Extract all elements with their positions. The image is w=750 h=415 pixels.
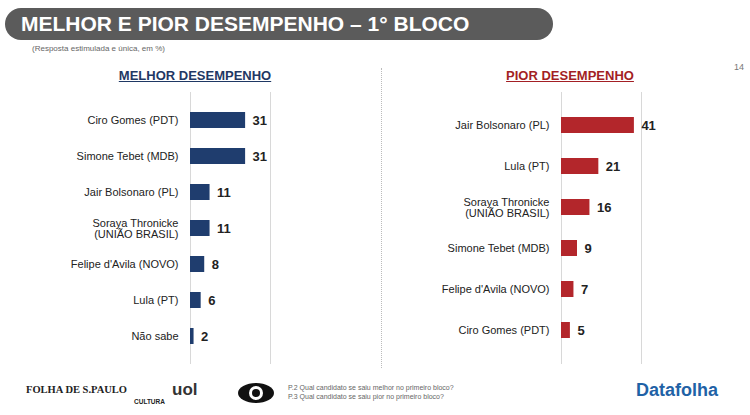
html-text:MELHOR E PIOR DESEMPENHO – 1°: MELHOR E PIOR DESEMPENHO – 1° BLOCO bbox=[21, 12, 470, 35]
svg-text:Simone Tebet (MDB): Simone Tebet (MDB) bbox=[448, 242, 550, 254]
svg-text:7: 7 bbox=[581, 282, 588, 297]
svg-text:9: 9 bbox=[585, 241, 592, 256]
html-text:CULTURA: CULTURA bbox=[134, 398, 165, 405]
svg-text:31: 31 bbox=[253, 149, 267, 164]
svg-text:16: 16 bbox=[597, 200, 611, 215]
html-text:14: 14 bbox=[734, 62, 744, 72]
svg-text:31: 31 bbox=[253, 113, 267, 128]
html-text:P.2 Qual candidato se saiu mel: P.2 Qual candidato se saiu melhor no pri… bbox=[288, 384, 454, 391]
svg-text:2: 2 bbox=[201, 329, 208, 344]
html-text:PIOR DESEMPENHO: PIOR DESEMPENHO bbox=[506, 68, 634, 83]
svg-text:Jair Bolsonaro (PL): Jair Bolsonaro (PL) bbox=[84, 186, 178, 198]
svg-text:11: 11 bbox=[217, 221, 231, 236]
svg-text:41: 41 bbox=[641, 118, 655, 133]
svg-text:Felipe d'Avila (NOVO): Felipe d'Avila (NOVO) bbox=[71, 258, 179, 270]
svg-text:Simone Tebet (MDB): Simone Tebet (MDB) bbox=[77, 150, 179, 162]
svg-text:Jair Bolsonaro (PL): Jair Bolsonaro (PL) bbox=[455, 119, 549, 131]
svg-text:Soraya Thronicke(UNIÃO BRASIL): Soraya Thronicke(UNIÃO BRASIL) bbox=[463, 196, 549, 219]
svg-text:6: 6 bbox=[208, 293, 215, 308]
svg-text:8: 8 bbox=[212, 257, 219, 272]
svg-text:Felipe d'Avila (NOVO): Felipe d'Avila (NOVO) bbox=[442, 283, 550, 295]
svg-text:Lula (PT): Lula (PT) bbox=[133, 294, 178, 306]
html-text:FOLHA DE S.PAULO: FOLHA DE S.PAULO bbox=[26, 384, 127, 395]
html-text:P.3 Qual candidato se saiu pio: P.3 Qual candidato se saiu pior no prime… bbox=[288, 393, 444, 400]
svg-text:Lula (PT): Lula (PT) bbox=[504, 160, 549, 172]
svg-text:Ciro Gomes (PDT): Ciro Gomes (PDT) bbox=[458, 324, 549, 336]
html-text:Datafolha: Datafolha bbox=[636, 380, 718, 400]
svg-text:Não sabe: Não sabe bbox=[131, 330, 178, 342]
html-text:uol: uol bbox=[172, 380, 198, 399]
html-text:MELHOR DESEMPENHO: MELHOR DESEMPENHO bbox=[118, 68, 272, 83]
svg-text:5: 5 bbox=[577, 323, 584, 338]
svg-text:Ciro Gomes (PDT): Ciro Gomes (PDT) bbox=[87, 114, 178, 126]
svg-text:21: 21 bbox=[606, 159, 620, 174]
svg-text:Soraya Thronicke(UNIÃO BRASIL): Soraya Thronicke(UNIÃO BRASIL) bbox=[92, 217, 178, 240]
html-text:(Resposta estimulada e única,: (Resposta estimulada e única, em %) bbox=[32, 44, 165, 53]
svg-text:11: 11 bbox=[217, 185, 231, 200]
